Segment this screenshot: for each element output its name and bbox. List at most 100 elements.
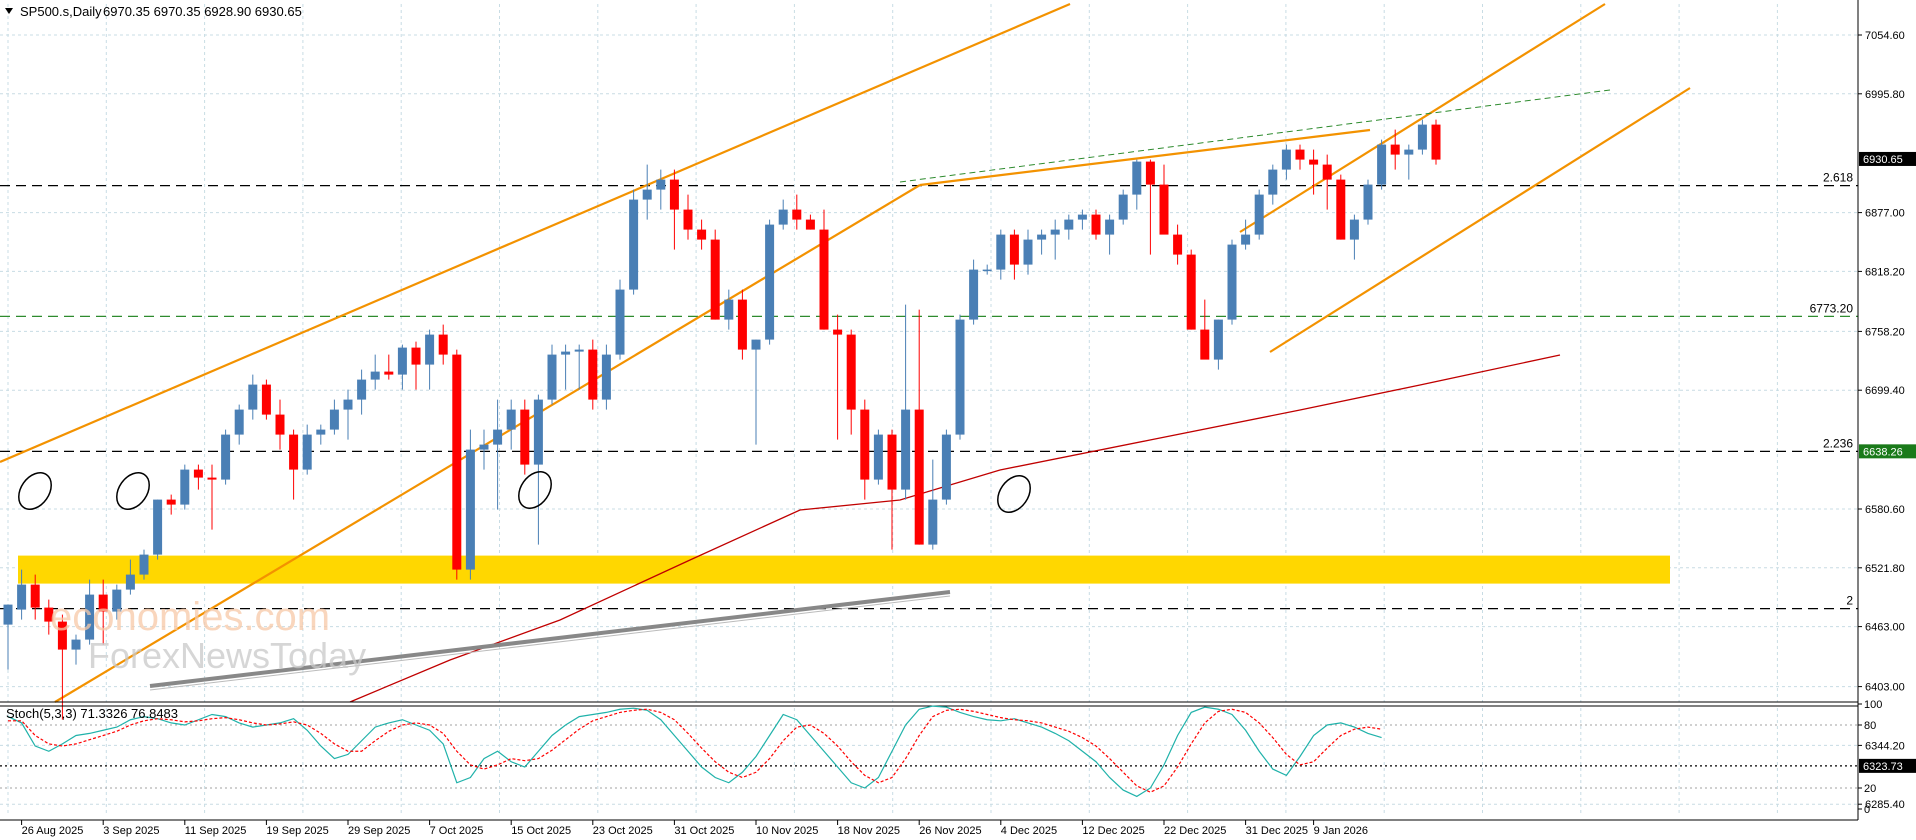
y-tick-label: 6995.80: [1865, 89, 1905, 101]
candle-body: [153, 499, 163, 555]
candle-body: [955, 319, 965, 435]
candle-body: [846, 334, 856, 410]
stochastic-panel: 100 80 20 0: [0, 699, 1882, 816]
level-fib-label: 2: [1846, 594, 1853, 608]
watermark-line1: economies.com: [50, 595, 330, 639]
ohlc-values: 6970.35 6970.35 6928.90 6930.65: [103, 4, 302, 19]
x-tick-label: 9 Jan 2026: [1314, 825, 1368, 837]
grid: [0, 4, 1858, 814]
channel-line: [54, 184, 921, 703]
y-tick-label: 6344.20: [1865, 740, 1905, 752]
candle-body: [343, 399, 353, 410]
candle-body: [1404, 149, 1414, 155]
candle-body: [1091, 214, 1101, 235]
x-tick-label: 11 Sep 2025: [185, 825, 247, 837]
candle-body: [1173, 234, 1183, 255]
candle-body: [1363, 184, 1373, 220]
y-tick-label: 6463.00: [1865, 622, 1905, 634]
candle-body: [996, 234, 1006, 270]
candle-body: [860, 409, 870, 480]
candle-body: [1159, 184, 1169, 235]
candle-body: [261, 384, 271, 415]
candle-body: [887, 434, 897, 490]
candle-body: [98, 594, 108, 612]
x-tick-label: 26 Nov 2025: [919, 825, 981, 837]
y-tick-label: 6521.80: [1865, 563, 1905, 575]
channel-line: [919, 128, 1371, 187]
candle-body: [1417, 124, 1427, 150]
candle-body: [1064, 219, 1074, 230]
candle-body: [1118, 194, 1128, 220]
candle-body: [615, 289, 625, 355]
candle-body: [465, 449, 475, 570]
candle-body: [1322, 164, 1332, 180]
y-tick-label: 6818.20: [1865, 266, 1905, 278]
y-tick-label: 6758.20: [1865, 326, 1905, 338]
gray-trendline-inner: [149, 595, 951, 691]
candle-body: [601, 354, 611, 400]
ellipse-markers: [18, 471, 1031, 513]
x-tick-label: 19 Sep 2025: [266, 825, 328, 837]
channel-line: [0, 2, 1071, 464]
candle-body: [642, 189, 652, 200]
candle-body: [166, 499, 176, 505]
candle-body: [1132, 161, 1142, 195]
candle-body: [819, 229, 829, 330]
candle-body: [1145, 161, 1155, 185]
x-tick-label: 15 Oct 2025: [511, 825, 571, 837]
candle-body: [1037, 234, 1047, 240]
candle-body: [44, 607, 54, 622]
candle-body: [384, 371, 394, 375]
candle-body: [1009, 234, 1019, 265]
candle-body: [275, 414, 285, 435]
x-tick-label: 26 Aug 2025: [22, 825, 84, 837]
candle-body: [357, 379, 367, 400]
candle-body: [452, 354, 462, 570]
candle-body: [139, 554, 149, 575]
watermark: economies.com ForexNewsToday: [50, 595, 366, 676]
level-fib-label: 2.618: [1823, 171, 1853, 185]
price-tag-label: 6930.65: [1863, 154, 1903, 166]
stoch-tick-label: 100: [1864, 699, 1882, 711]
candle-body: [30, 584, 40, 608]
candle-body: [656, 179, 666, 190]
support-zone: [18, 555, 1670, 584]
x-tick-label: 10 Nov 2025: [756, 825, 818, 837]
candle-body: [1431, 124, 1441, 160]
y-tick-label: 6877.00: [1865, 208, 1905, 220]
candle-body: [17, 584, 27, 610]
candle-body: [316, 429, 326, 435]
candle-body: [425, 334, 435, 365]
ellipse-marker: [997, 475, 1031, 513]
candle-body: [1268, 169, 1278, 195]
candle-body: [1309, 159, 1319, 165]
candle-body: [1241, 234, 1251, 245]
candle-body: [221, 434, 231, 480]
stoch-k-line: [7, 705, 1382, 798]
channel-line: [1269, 87, 1691, 353]
candle-body: [1254, 194, 1264, 235]
support-zone-layer: [18, 555, 1670, 584]
candle-body: [1050, 229, 1060, 235]
symbol-label: SP500.s,Daily: [20, 4, 102, 19]
candle-body: [3, 604, 13, 625]
price-tag-label: 6323.73: [1863, 761, 1903, 773]
candle-body: [901, 409, 911, 490]
x-tick-label: 22 Dec 2025: [1164, 825, 1226, 837]
ma-line: [349, 354, 1561, 703]
candle-body: [533, 399, 543, 465]
candle-body: [289, 434, 299, 470]
y-tick-label: 6285.40: [1865, 799, 1905, 811]
candle-body: [125, 574, 135, 590]
candle-body: [302, 434, 312, 470]
candle-body: [765, 224, 775, 340]
dropdown-triangle-icon[interactable]: [5, 8, 13, 14]
candle-body: [520, 409, 530, 465]
x-tick-label: 3 Sep 2025: [103, 825, 159, 837]
candle-body: [370, 371, 380, 380]
gray-trendline: [149, 590, 951, 688]
candle-body: [329, 409, 339, 430]
level-fib-label: 6773.20: [1810, 301, 1854, 315]
candle-body: [180, 469, 190, 505]
